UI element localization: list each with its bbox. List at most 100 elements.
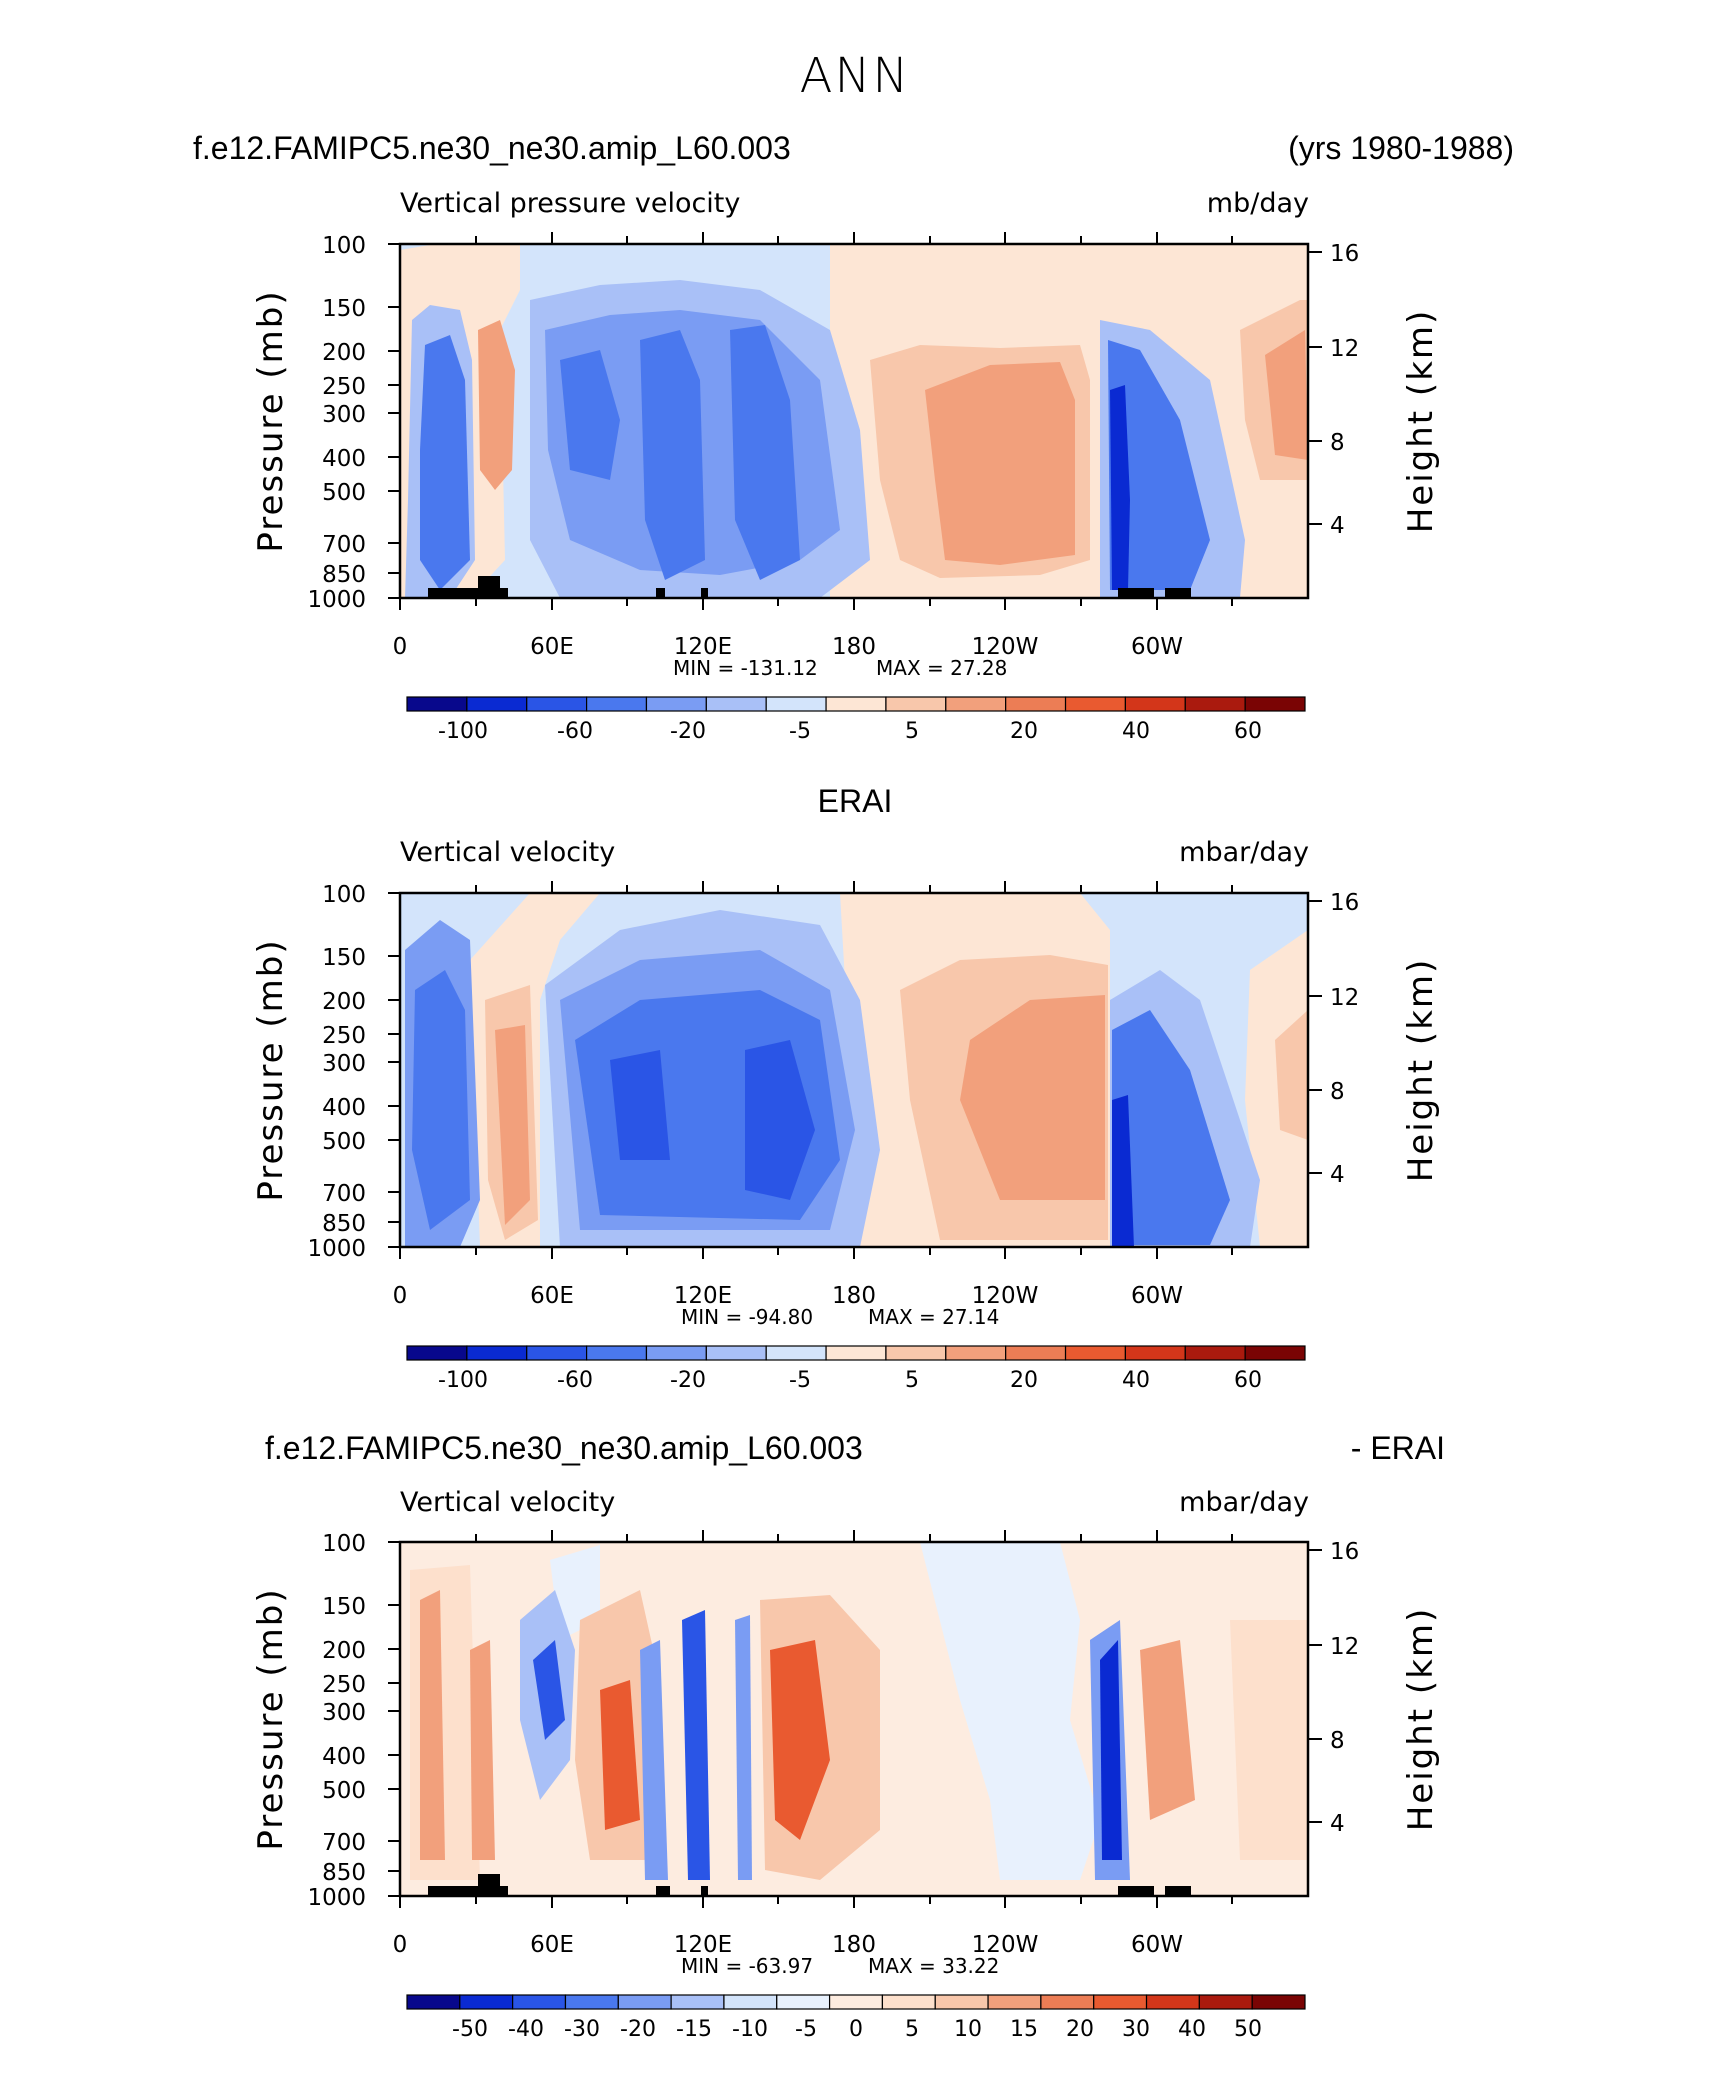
panel2-min-label: MIN = -94.80 <box>681 1305 813 1329</box>
panel2-xticks: 0 60E 120E 180 120W 60W <box>393 1283 1183 1309</box>
panel3-colorbar-labels: -50 -40 -30 -20 -15 -10 -5 0 5 10 15 20 … <box>452 2017 1262 2042</box>
panel2-cool-africa-core <box>412 970 470 1230</box>
xtick: 60E <box>530 634 574 660</box>
panel1-left-title: f.e12.FAMIPC5.ne30_ne30.amip_L60.003 <box>193 130 791 166</box>
panel1-cool-americas-mid <box>1108 340 1210 590</box>
colorbar-swatch <box>1040 1994 1095 2010</box>
colorbar-swatch <box>617 1994 672 2010</box>
xtick: 60W <box>1131 1283 1183 1309</box>
colorbar-swatch <box>1198 1994 1253 2010</box>
xtick: 0 <box>393 1283 408 1309</box>
colorbar-label: 60 <box>1234 1368 1262 1393</box>
xtick: 60E <box>530 1932 574 1958</box>
ytick: 250 <box>322 1023 366 1049</box>
ytick: 150 <box>322 296 366 322</box>
panel2-colorbar <box>406 1345 1306 1361</box>
xtick: 0 <box>393 1932 408 1958</box>
xtick: 120E <box>674 1283 732 1309</box>
panel1-min-label: MIN = -131.12 <box>673 656 818 680</box>
panel3-right-title: - ERAI <box>1350 1430 1445 1466</box>
panel2-cool-americas-mid <box>1112 1010 1230 1245</box>
ytick: 700 <box>322 532 366 558</box>
colorbar-swatch <box>1145 1994 1200 2010</box>
panel2-colorbar-labels: -100 -60 -20 -5 5 20 40 60 <box>438 1368 1262 1393</box>
panel3-warm-east <box>1230 1620 1308 1860</box>
panel3-warm-indian-core <box>600 1680 640 1830</box>
panel2-yticks: 100 150 200 250 300 400 500 700 850 1000 <box>307 882 366 1262</box>
xtick: 120W <box>972 1932 1039 1958</box>
panel3-warm-band-b <box>470 1640 495 1860</box>
ytick: 700 <box>322 1830 366 1856</box>
colorbar-label: -60 <box>557 719 593 744</box>
panel1-colorbar-labels: -100 -60 -20 -5 5 20 40 60 <box>438 719 1262 744</box>
panel2-yticks-right: 4 8 12 16 <box>1330 890 1359 1188</box>
colorbar-label: -20 <box>670 1368 706 1393</box>
panel2-units-label: mbar/day <box>1179 837 1309 868</box>
ytick: 400 <box>322 1095 366 1121</box>
panel3-left-title: f.e12.FAMIPC5.ne30_ne30.amip_L60.003 <box>265 1430 863 1466</box>
colorbar-label: -100 <box>438 719 488 744</box>
panel1-yticks: 100 150 200 250 300 400 500 700 850 1000 <box>307 233 366 613</box>
panel2-center-title: ERAI <box>817 783 893 819</box>
colorbar-swatch <box>670 1994 725 2010</box>
colorbar-swatch <box>1093 1994 1148 2010</box>
colorbar-label: -100 <box>438 1368 488 1393</box>
ytick-right: 12 <box>1330 1634 1359 1660</box>
colorbar-label: 30 <box>1122 2017 1150 2042</box>
panel3-min-label: MIN = -63.97 <box>681 1954 813 1978</box>
colorbar-label: 5 <box>905 1368 919 1393</box>
ytick-right: 16 <box>1330 1539 1359 1565</box>
colorbar-swatch <box>512 1994 567 2010</box>
colorbar-swatch <box>987 1994 1042 2010</box>
panel1-right-title: (yrs 1980-1988) <box>1288 130 1514 166</box>
ytick: 250 <box>322 374 366 400</box>
panel2-variable-label: Vertical velocity <box>400 837 616 868</box>
colorbar-label: 20 <box>1010 719 1038 744</box>
panel1-units-label: mb/day <box>1206 188 1309 219</box>
ytick: 850 <box>322 1860 366 1886</box>
ytick: 150 <box>322 945 366 971</box>
panel3-ylabel: Pressure (mb) <box>251 1587 291 1850</box>
panel1-max-label: MAX = 27.28 <box>876 656 1007 680</box>
panel1-africa-warm <box>478 320 515 490</box>
panel3-cool-pacific <box>920 1542 1100 1880</box>
panel1-cool-africa-core <box>420 335 470 590</box>
panel1-topography <box>428 576 1191 598</box>
panel3-topography <box>428 1874 1191 1896</box>
colorbar-swatch <box>1244 696 1306 712</box>
panel2-east-warm <box>1245 930 1308 1247</box>
colorbar-label: -50 <box>452 2017 488 2042</box>
ytick: 300 <box>322 1700 366 1726</box>
main-title: ANN <box>799 48 911 104</box>
panel1-cool-indian-inner <box>560 350 620 480</box>
ytick: 200 <box>322 1638 366 1664</box>
colorbar-label: -60 <box>557 1368 593 1393</box>
panel3-xticks: 0 60E 120E 180 120W 60W <box>393 1932 1183 1958</box>
colorbar-swatch <box>828 1994 884 2010</box>
colorbar-swatch <box>881 1994 936 2010</box>
ytick: 100 <box>322 233 366 259</box>
colorbar-swatch <box>934 1994 989 2010</box>
panel2-africa-warm-core <box>495 1025 530 1225</box>
panel3-cool-americas-core <box>1100 1640 1122 1860</box>
colorbar-swatch <box>1244 1345 1306 1361</box>
xtick: 120E <box>674 634 732 660</box>
colorbar-swatch <box>723 1994 778 2010</box>
colorbar-label: -20 <box>620 2017 656 2042</box>
panel1-east-warm-core <box>1265 330 1308 460</box>
ytick: 100 <box>322 1531 366 1557</box>
colorbar-swatch <box>406 1994 461 2010</box>
ytick: 700 <box>322 1181 366 1207</box>
colorbar-label: 20 <box>1066 2017 1094 2042</box>
xtick: 120E <box>674 1932 732 1958</box>
panel1-colorbar <box>406 696 1306 712</box>
panel3-variable-label: Vertical velocity <box>400 1487 616 1518</box>
ytick-right: 4 <box>1330 1162 1345 1188</box>
ytick: 200 <box>322 989 366 1015</box>
colorbar-swatch <box>1251 1994 1306 2010</box>
panel3-max-label: MAX = 33.22 <box>868 1954 999 1978</box>
panel3-cool-maritime-a <box>640 1640 668 1880</box>
panel1-plot: 100 150 200 250 300 400 500 700 850 1000… <box>251 232 1441 744</box>
ytick: 100 <box>322 882 366 908</box>
colorbar-label: 50 <box>1234 2017 1262 2042</box>
